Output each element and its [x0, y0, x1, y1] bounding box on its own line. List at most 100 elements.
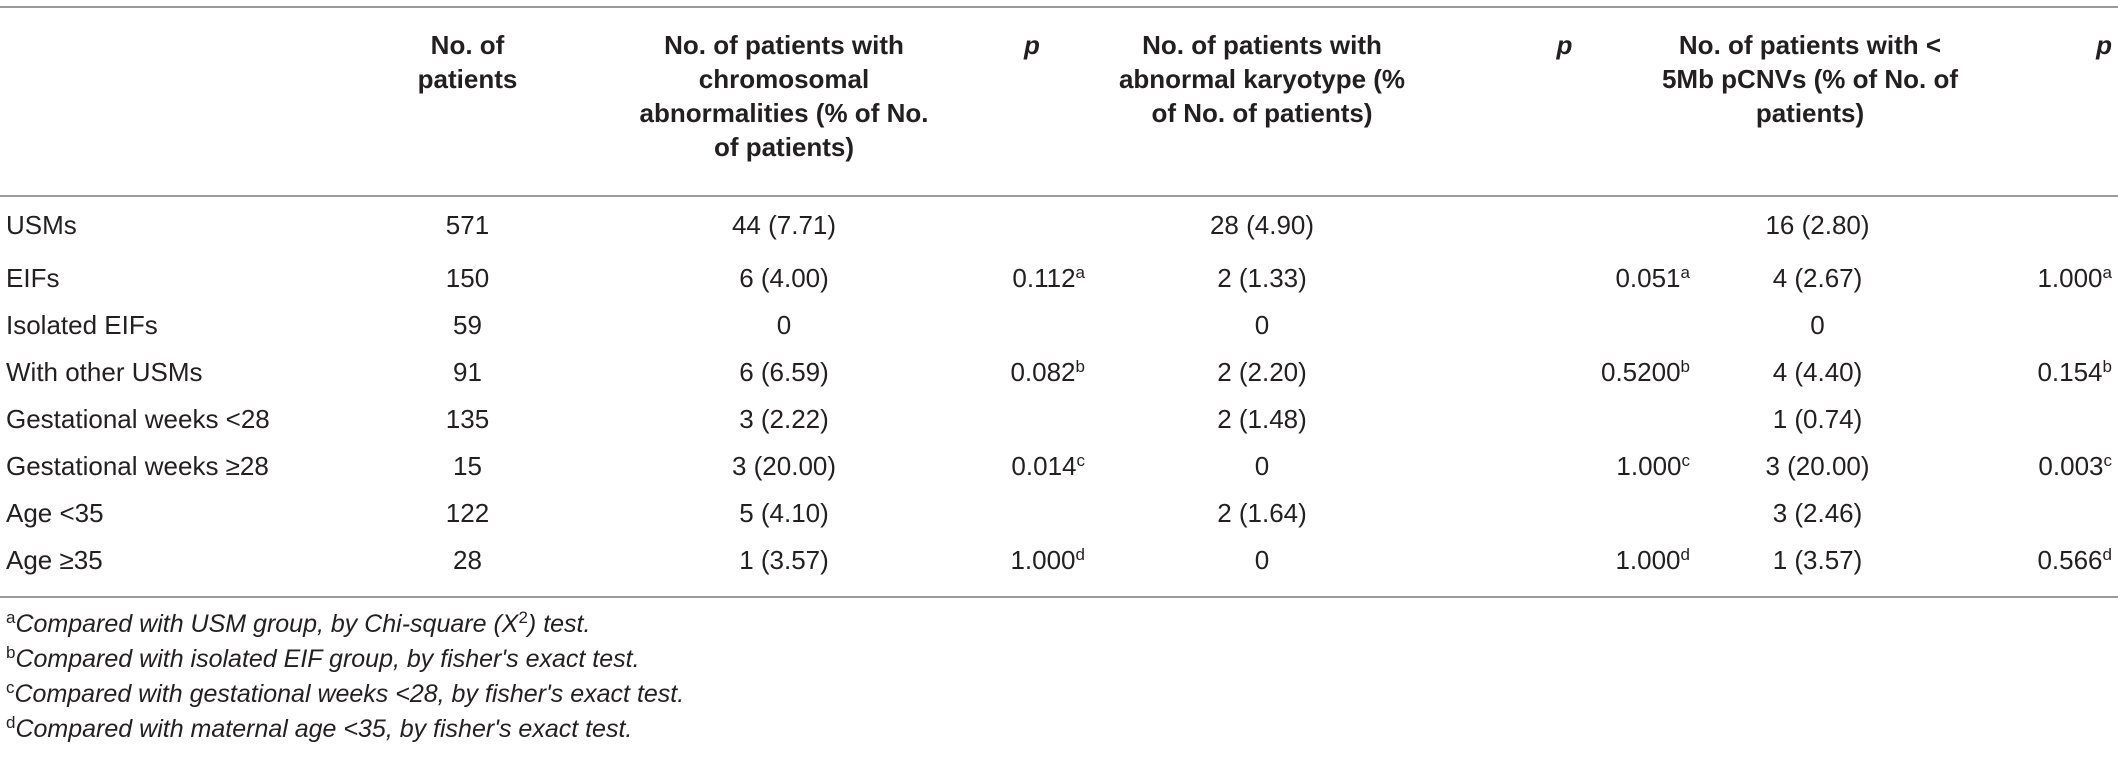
cell-n-patients: 150 [340, 255, 595, 302]
cell-n-patients: 15 [340, 443, 595, 490]
cell-p3-footnote-mark: d [2102, 545, 2112, 564]
cell-n-patients: 91 [340, 349, 595, 396]
cell-p3-value: 0.154 [2037, 357, 2103, 387]
row-label: Gestational weeks ≥28 [0, 443, 340, 490]
table-row: Gestational weeks <28 135 3 (2.22) 2 (1.48)… [0, 396, 2118, 443]
cell-chrom-value: 44 (7.71) [731, 209, 837, 240]
footnote-text-end: ) test. [527, 610, 591, 638]
header-n-patients-text: No. of patients [417, 30, 518, 94]
cell-p2-footnote-mark: d [1680, 545, 1690, 564]
row-label: USMs [0, 175, 340, 255]
footnote-text: Compared with maternal age <35, by fishe… [15, 715, 633, 743]
row-label-value: With other USMs [6, 357, 203, 387]
cell-p1-value: 0.082 [1010, 357, 1076, 387]
cell-karyo-value: 0 [1254, 451, 1270, 481]
cell-p3 [1939, 302, 2118, 349]
cell-p2-footnote-mark: c [1681, 451, 1691, 470]
results-table: No. of patients No. of patients with chr… [0, 8, 2118, 584]
cell-p1-footnote-mark: b [1075, 357, 1085, 376]
header-p3-text: p [2096, 30, 2112, 60]
cell-chrom-value: 5 (4.10) [739, 498, 829, 528]
cell-pcnv: 0 [1696, 302, 1939, 349]
header-p1: p [973, 8, 1091, 175]
footnote-text: Compared with gestational weeks <28, by … [14, 680, 685, 708]
cell-n-patients: 59 [340, 302, 595, 349]
cell-n-patients: 571 [340, 175, 595, 255]
row-label-value: Isolated EIFs [6, 310, 158, 340]
cell-pcnv-value: 16 (2.80) [1765, 209, 1870, 240]
cell-p2: 1.000d [1433, 537, 1696, 584]
cell-p2: 0.051a [1433, 255, 1696, 302]
cell-p3: 0.566d [1939, 537, 2118, 584]
cell-chrom: 0 [595, 302, 973, 349]
cell-p2 [1433, 302, 1696, 349]
cell-p3: 1.000a [1939, 255, 2118, 302]
table-row: Gestational weeks ≥28 15 3 (20.00) 0.014c 0 1… [0, 443, 2118, 490]
cell-pcnv: 16 (2.80) [1696, 175, 1939, 255]
cell-pcnv: 1 (0.74) [1696, 396, 1939, 443]
cell-p3-footnote-mark: c [2103, 451, 2113, 470]
cell-pcnv: 4 (4.40) [1696, 349, 1939, 396]
cell-chrom-value: 3 (20.00) [731, 451, 837, 481]
cell-n-patients: 122 [340, 490, 595, 537]
cell-p2 [1433, 175, 1696, 255]
footnote-mark: d [6, 713, 16, 732]
cell-n-patients-value: 91 [453, 357, 482, 387]
cell-n-patients-value: 28 [453, 545, 482, 575]
cell-karyo: 2 (1.64) [1091, 490, 1433, 537]
cell-n-patients-value: 15 [453, 451, 482, 481]
footnote-mark: c [6, 678, 15, 697]
cell-chrom-value: 1 (3.57) [739, 545, 829, 575]
cell-p1-footnote-mark: a [1075, 263, 1085, 282]
row-label: Isolated EIFs [0, 302, 340, 349]
cell-karyo: 28 (4.90) [1091, 175, 1433, 255]
header-pcnv-text: No. of patients with < 5Mb pCNVs (% of N… [1661, 30, 1959, 128]
cell-p3 [1939, 175, 2118, 255]
cell-chrom-value: 3 (2.22) [739, 404, 829, 434]
footnotes: aCompared with USM group, by Chi-square … [6, 607, 684, 747]
header-chrom-text: No. of patients with chromosomal abnorma… [639, 30, 929, 162]
cell-p1-footnote-mark: c [1076, 451, 1086, 470]
top-rule [0, 6, 2118, 8]
cell-pcnv-value: 3 (2.46) [1772, 498, 1863, 528]
cell-karyo: 2 (1.33) [1091, 255, 1433, 302]
cell-p1 [973, 396, 1091, 443]
cell-chrom: 6 (6.59) [595, 349, 973, 396]
cell-karyo-value: 2 (2.20) [1217, 357, 1307, 387]
cell-p1 [973, 175, 1091, 255]
cell-pcnv-value: 0 [1810, 310, 1825, 340]
table-row: USMs 571 44 (7.71) 28 (4.90) 16 (2.80) [0, 175, 2118, 255]
cell-p1-value: 0.014 [1011, 451, 1077, 481]
footnote: bCompared with isolated EIF group, by fi… [6, 642, 684, 677]
header-karyo: No. of patients with abnormal karyotype … [1091, 8, 1433, 175]
footnote: cCompared with gestational weeks <28, by… [6, 677, 684, 712]
cell-n-patients-value: 59 [453, 310, 482, 340]
cell-n-patients: 28 [340, 537, 595, 584]
table-row: Age <35 122 5 (4.10) 2 (1.64) 3 (2.46) [0, 490, 2118, 537]
cell-chrom: 6 (4.00) [595, 255, 973, 302]
header-p2: p [1433, 8, 1696, 175]
row-label-value: Age ≥35 [6, 545, 103, 575]
cell-karyo-value: 2 (1.64) [1217, 498, 1307, 528]
cell-chrom: 1 (3.57) [595, 537, 973, 584]
cell-pcnv-value: 1 (3.57) [1772, 545, 1863, 575]
cell-p1 [973, 302, 1091, 349]
cell-chrom: 3 (20.00) [595, 443, 973, 490]
header-p3: p [1939, 8, 2118, 175]
footnote: aCompared with USM group, by Chi-square … [6, 607, 684, 642]
cell-p3-footnote-mark: b [2102, 357, 2112, 376]
cell-p1 [973, 490, 1091, 537]
cell-chrom: 5 (4.10) [595, 490, 973, 537]
cell-pcnv-value: 4 (2.67) [1772, 263, 1863, 293]
cell-p2 [1433, 396, 1696, 443]
row-label-value: Gestational weeks ≥28 [6, 451, 269, 481]
row-label: EIFs [0, 255, 340, 302]
header-chrom: No. of patients with chromosomal abnorma… [595, 8, 973, 175]
footnote-text: Compared with USM group, by Chi-square (… [15, 610, 519, 638]
cell-p2-value: 0.051 [1615, 263, 1681, 293]
cell-pcnv: 1 (3.57) [1696, 537, 1939, 584]
footnote-text: Compared with isolated EIF group, by fis… [15, 645, 640, 673]
header-p2-text: p [1556, 30, 1573, 60]
cell-p3 [1939, 396, 2118, 443]
